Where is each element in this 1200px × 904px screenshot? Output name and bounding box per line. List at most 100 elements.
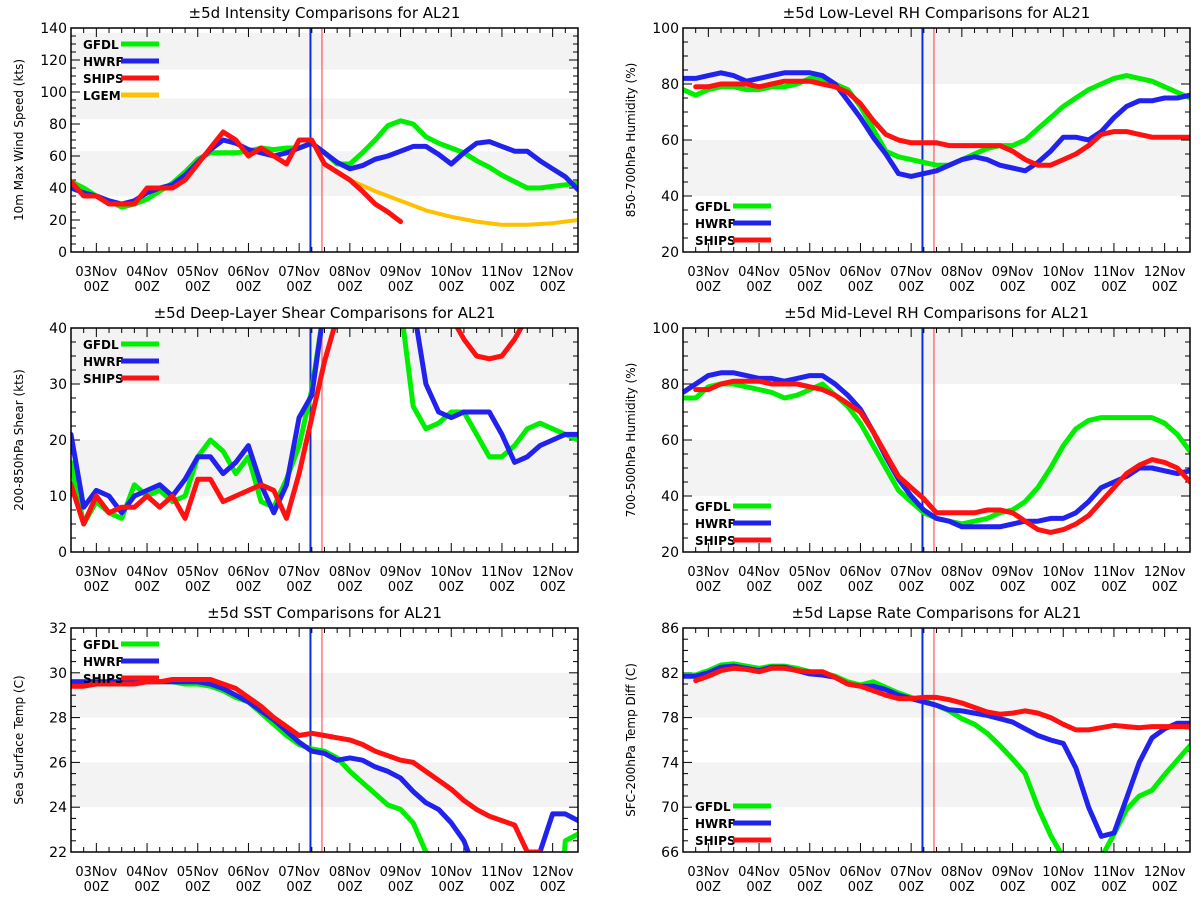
x-tick-label-hour: 00Z: [1152, 880, 1178, 895]
series-line-hwrf: [683, 370, 1190, 530]
x-tick-label-hour: 00Z: [134, 280, 160, 295]
x-tick-label-hour: 00Z: [84, 280, 110, 295]
x-tick-label-date: 10Nov: [1042, 865, 1084, 880]
panel-low-level-rh: ±5d Low-Level RH Comparisons for AL21 850…: [600, 0, 1200, 300]
x-tick-label-hour: 00Z: [898, 280, 924, 295]
x-tick-label-hour: 00Z: [696, 880, 722, 895]
x-tick-label-date: 09Nov: [992, 865, 1034, 880]
x-tick-label-hour: 00Z: [949, 280, 975, 295]
x-tick-label-date: 05Nov: [177, 565, 219, 580]
shaded-band: [71, 440, 578, 496]
y-tick-label: 24: [49, 800, 67, 816]
x-tick-label-hour: 00Z: [797, 280, 823, 295]
x-tick-label-hour: 00Z: [337, 580, 363, 595]
x-tick-label-date: 12Nov: [532, 265, 574, 280]
x-tick-label-hour: 00Z: [134, 580, 160, 595]
shaded-band: [683, 762, 1190, 808]
series-line-lgem: [347, 178, 578, 227]
x-tick-label-date: 12Nov: [532, 865, 574, 880]
chart-title: ±5d Lapse Rate Comparisons for AL21: [792, 604, 1082, 622]
y-tick-label: 100: [40, 85, 67, 101]
x-tick-label-hour: 00Z: [949, 580, 975, 595]
x-tick-label-hour: 00Z: [848, 580, 874, 595]
x-tick-label-hour: 00Z: [439, 580, 465, 595]
y-tick-label: 22: [49, 845, 67, 861]
series-line-ships: [693, 665, 1190, 733]
series-line-ships: [693, 78, 1190, 168]
x-tick-label-date: 11Nov: [1093, 265, 1135, 280]
x-tick-label-date: 05Nov: [789, 265, 831, 280]
plot-frame: [70, 327, 579, 553]
x-tick-label-date: 03Nov: [687, 865, 729, 880]
x-tick-label-date: 06Nov: [227, 265, 269, 280]
x-tick-label-date: 07Nov: [890, 265, 932, 280]
series-group: [71, 328, 578, 527]
x-tick-label-hour: 00Z: [746, 880, 772, 895]
x-tick-label-hour: 00Z: [1101, 280, 1127, 295]
x-tick-label-hour: 00Z: [388, 880, 414, 895]
y-tick-label: 78: [661, 711, 679, 727]
x-tick-label-hour: 00Z: [337, 280, 363, 295]
x-tick-label-date: 10Nov: [1042, 265, 1084, 280]
shaded-band: [683, 140, 1190, 196]
x-tick-label-hour: 00Z: [1000, 280, 1026, 295]
x-tick-label-date: 07Nov: [890, 565, 932, 580]
y-tick-label: 82: [661, 666, 679, 682]
x-tick-label-date: 04Nov: [738, 265, 780, 280]
y-tick-label: 140: [40, 21, 67, 37]
y-tick-label: 30: [49, 377, 67, 393]
x-tick-label-hour: 00Z: [236, 580, 262, 595]
y-tick-label: 86: [661, 621, 679, 637]
legend-label: SHIPS: [83, 372, 124, 386]
x-tick-label-hour: 00Z: [236, 880, 262, 895]
x-tick-label-hour: 00Z: [439, 280, 465, 295]
x-tick-label-date: 11Nov: [481, 865, 523, 880]
y-tick-label: 0: [58, 245, 67, 261]
panel-shear: ±5d Deep-Layer Shear Comparisons for AL2…: [0, 300, 600, 600]
x-tick-label-date: 07Nov: [278, 565, 320, 580]
y-tick-label: 40: [49, 321, 67, 337]
y-tick-label: 20: [661, 245, 679, 261]
x-tick-label-hour: 00Z: [185, 280, 211, 295]
x-tick-label-date: 11Nov: [481, 265, 523, 280]
legend-label: SHIPS: [83, 672, 124, 686]
y-tick-label: 100: [652, 21, 679, 37]
legend-label: GFDL: [695, 800, 731, 814]
y-tick-label: 60: [661, 133, 679, 149]
legend-label: HWRF: [695, 517, 736, 531]
x-tick-label-date: 04Nov: [126, 565, 168, 580]
legend-label: GFDL: [83, 38, 119, 52]
shaded-band: [71, 762, 578, 808]
x-tick-label-date: 11Nov: [481, 565, 523, 580]
x-tick-label-date: 06Nov: [839, 565, 881, 580]
y-axis-label: 200-850hPa Shear (kts): [12, 369, 26, 511]
x-tick-label-date: 07Nov: [890, 865, 932, 880]
legend-label: GFDL: [83, 338, 119, 352]
chart-title: ±5d Intensity Comparisons for AL21: [189, 4, 461, 22]
x-tick-label-date: 12Nov: [1144, 265, 1186, 280]
legend-label: HWRF: [83, 355, 124, 369]
x-tick-label-date: 10Nov: [1042, 565, 1084, 580]
series-line-ships: [71, 677, 543, 852]
y-tick-label: 20: [49, 433, 67, 449]
x-tick-label-date: 08Nov: [329, 265, 371, 280]
x-tick-label-date: 08Nov: [329, 865, 371, 880]
plot-frame: [682, 627, 1191, 853]
x-tick-label-hour: 00Z: [286, 880, 312, 895]
x-tick-label-date: 06Nov: [227, 565, 269, 580]
x-tick-label-date: 12Nov: [532, 565, 574, 580]
x-tick-label-date: 12Nov: [1144, 565, 1186, 580]
x-tick-label-hour: 00Z: [848, 280, 874, 295]
x-tick-label-date: 08Nov: [329, 565, 371, 580]
x-tick-label-date: 10Nov: [430, 865, 472, 880]
x-tick-label-date: 08Nov: [941, 565, 983, 580]
x-tick-label-hour: 00Z: [1051, 280, 1077, 295]
x-tick-label-hour: 00Z: [84, 580, 110, 595]
plot-frame: [70, 27, 579, 253]
x-tick-label-hour: 00Z: [388, 580, 414, 595]
x-tick-label-hour: 00Z: [848, 880, 874, 895]
chart-title: ±5d Mid-Level RH Comparisons for AL21: [784, 304, 1089, 322]
x-tick-label-hour: 00Z: [540, 880, 566, 895]
x-tick-label-date: 03Nov: [75, 265, 117, 280]
